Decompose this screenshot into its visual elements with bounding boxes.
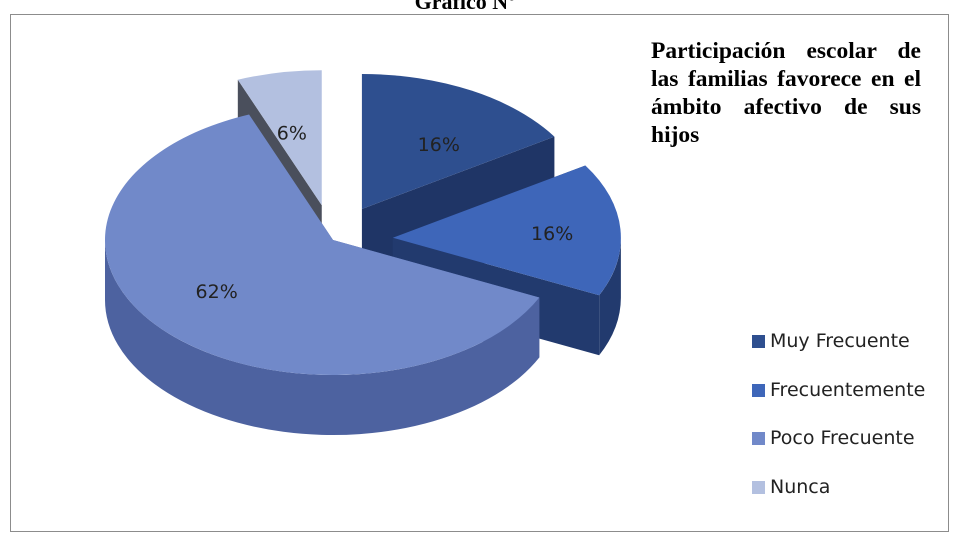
legend-label: Nunca: [770, 475, 831, 498]
chart-caption-text: Gráfico Nº: [380, 0, 550, 12]
slice-wall-poco-frecuente: [105, 240, 540, 435]
legend-label: Poco Frecuente: [770, 427, 915, 449]
legend-swatch: [752, 383, 765, 397]
legend-label: Frecuentemente: [770, 378, 926, 401]
slice-nunca: [237, 70, 322, 206]
legend-swatch: [752, 335, 765, 348]
slice-wall-frecuentemente: [599, 237, 621, 356]
data-label-frecuentemente: 16%: [531, 223, 573, 245]
pie-data-labels: 16% 16% 62% 6%: [196, 122, 574, 303]
slice-frecuentemente: [392, 165, 621, 296]
legend-swatch: [752, 480, 765, 494]
slice-poco-frecuente: [104, 114, 540, 376]
data-label-muy-frecuente: 16%: [418, 134, 460, 156]
chart-caption-fragment: Gráfico Nº: [380, 0, 550, 12]
chart-title: Participación escolar de las familias fa…: [651, 38, 921, 148]
data-label-nunca: 6%: [277, 122, 307, 144]
legend-item-frecuentemente: Frecuentemente: [752, 377, 925, 426]
legend-item-poco-frecuente: Poco Frecuente: [752, 425, 925, 474]
legend-label: Muy Frecuente: [770, 330, 910, 352]
legend-item-muy-frecuente: Muy Frecuente: [752, 328, 925, 377]
pie-tops: [104, 70, 621, 376]
legend-swatch: [752, 432, 765, 445]
legend-item-nunca: Nunca: [752, 474, 925, 523]
data-label-poco-frecuente: 62%: [196, 281, 238, 303]
chart-legend: Muy Frecuente Frecuentemente Poco Frecuent…: [752, 328, 925, 522]
slice-muy-frecuente: [361, 73, 555, 209]
